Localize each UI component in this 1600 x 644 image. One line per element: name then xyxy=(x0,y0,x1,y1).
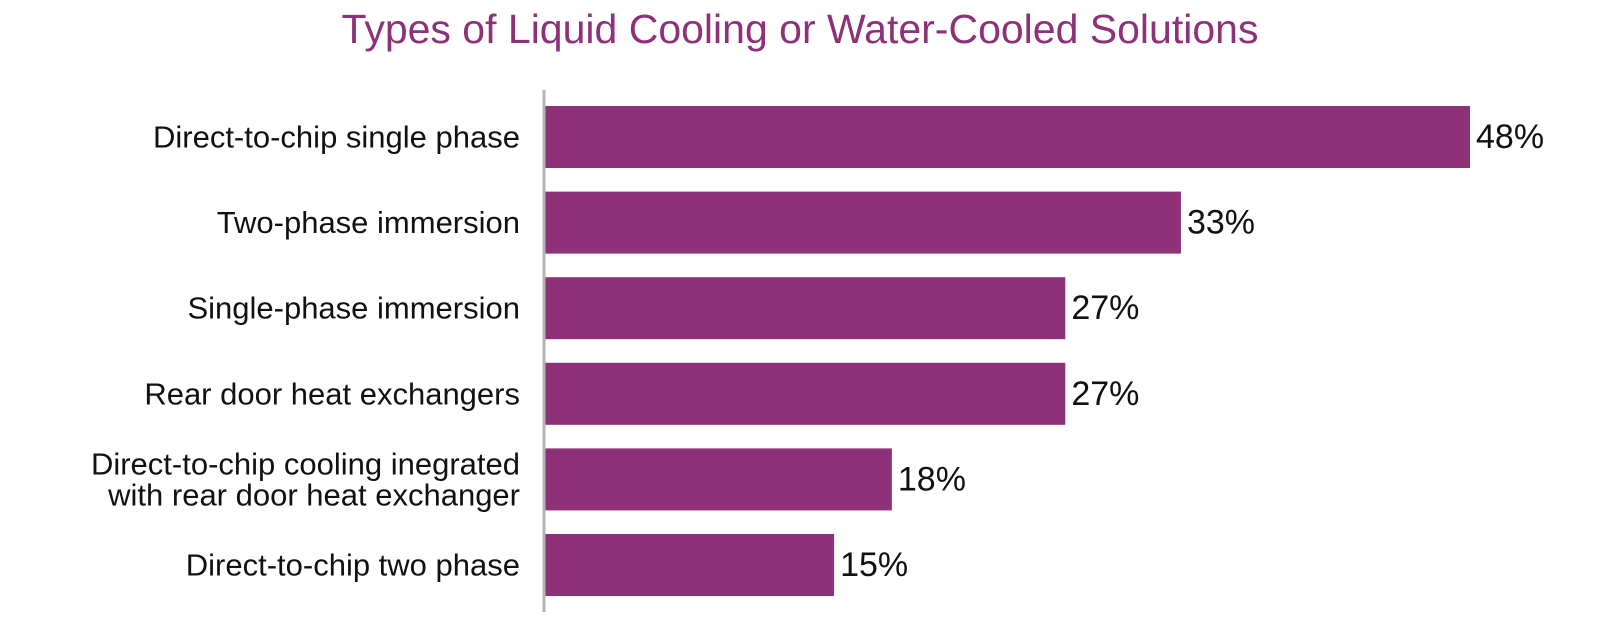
category-label-3: Single-phase immersion xyxy=(187,291,520,326)
bar-4 xyxy=(545,362,1066,425)
bars-group: 48% Direct-to-chip single phase 33% Two-pha… xyxy=(91,106,1544,596)
category-label-1: Direct-to-chip single phase xyxy=(153,120,520,155)
value-label-1: 48% xyxy=(1476,118,1544,156)
bar-2 xyxy=(545,191,1181,254)
value-label-4: 27% xyxy=(1071,375,1139,413)
bar-6 xyxy=(545,534,835,596)
bar-1 xyxy=(545,106,1470,168)
value-label-6: 15% xyxy=(840,546,908,584)
category-label-6: Direct-to-chip two phase xyxy=(186,548,520,583)
category-label-5-line-2: with rear door heat exchanger xyxy=(107,477,520,512)
value-label-5: 18% xyxy=(898,460,966,498)
bar-3 xyxy=(545,277,1066,340)
category-label-2: Two-phase immersion xyxy=(217,205,520,240)
bar-5 xyxy=(545,448,892,511)
value-label-2: 33% xyxy=(1187,204,1255,242)
category-label-4: Rear door heat exchangers xyxy=(144,376,520,411)
value-label-3: 27% xyxy=(1071,289,1139,327)
category-label-5-line-1: Direct-to-chip cooling inegrated xyxy=(91,446,520,481)
chart-title: Types of Liquid Cooling or Water-Cooled … xyxy=(341,6,1259,52)
